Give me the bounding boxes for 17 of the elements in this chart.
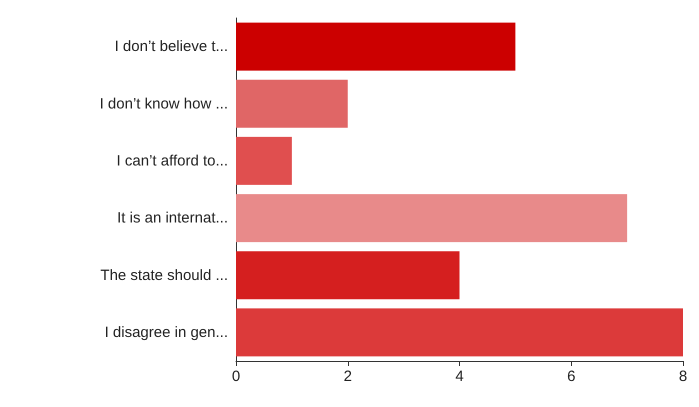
x-tick-label: 8 (678, 368, 688, 385)
bar (236, 251, 460, 300)
y-tick-label: It is an internat... (117, 210, 228, 227)
x-tick-label: 6 (567, 368, 576, 385)
y-tick-label: I disagree in gen... (104, 324, 228, 341)
y-tick-label: I can’t afford to... (116, 152, 228, 170)
bar (236, 22, 516, 71)
bar (236, 136, 292, 185)
x-tick-label: 4 (455, 368, 464, 385)
x-tick-label: 2 (344, 368, 352, 385)
x-tick-label: 0 (232, 368, 240, 385)
bar (236, 308, 683, 356)
y-tick-label: I don’t know how ... (100, 95, 228, 112)
y-tick-label: I don’t believe t... (114, 38, 228, 56)
y-tick-label: The state should ... (100, 266, 228, 284)
bar (236, 194, 628, 242)
bar (236, 80, 348, 128)
